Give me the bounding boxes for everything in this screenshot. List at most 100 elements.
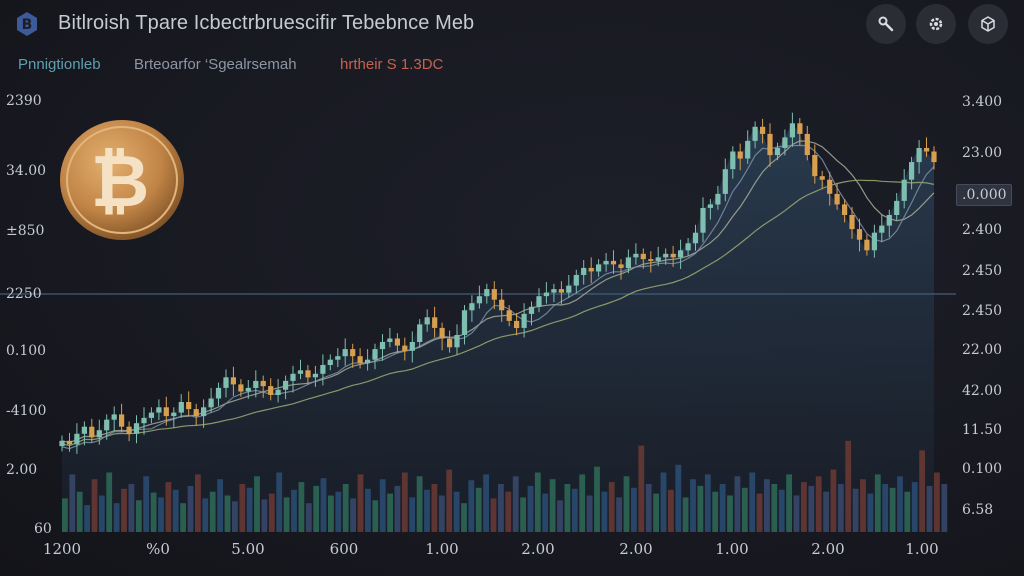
price-area-fill	[62, 123, 934, 531]
header-bar: B Bitlroish Tpare Icbectrbruescifir Tebe…	[0, 0, 1024, 48]
volume-bar	[860, 479, 866, 532]
volume-bar	[571, 488, 578, 532]
current-price-marker	[956, 184, 1012, 206]
volume-bar	[468, 480, 475, 532]
y-right-label: 2.450	[962, 303, 1003, 319]
volume-bar	[934, 472, 940, 532]
candle-body	[603, 260, 609, 265]
volume-bar	[232, 501, 238, 532]
candle-body	[871, 232, 877, 251]
candle-body	[931, 151, 937, 163]
settings-button[interactable]	[916, 4, 956, 44]
volume-bar	[453, 491, 460, 532]
y-right-label: 23.00	[962, 145, 1003, 161]
volume-bar	[734, 476, 741, 532]
candle-body	[625, 257, 631, 268]
candle-body	[514, 320, 520, 328]
candle-body	[402, 345, 408, 351]
candle-body	[365, 359, 371, 364]
candle-body	[66, 440, 73, 445]
candle-body	[618, 264, 624, 268]
y-right-label: 11.50	[962, 422, 1003, 438]
volume-bar	[394, 485, 401, 532]
volume-bars	[62, 440, 948, 532]
y-left-label: -4100	[6, 403, 47, 419]
candle-body	[506, 310, 512, 321]
candle-body	[141, 417, 147, 424]
candle-body	[566, 285, 572, 293]
candle-body	[678, 250, 684, 258]
volume-bar	[76, 491, 83, 532]
volume-bar	[91, 479, 98, 532]
volume-bar	[475, 487, 482, 532]
volume-bar	[830, 469, 837, 532]
volume-bar	[527, 485, 534, 532]
candle-body	[432, 317, 438, 328]
volume-bar	[638, 445, 645, 532]
candle-body	[424, 317, 430, 325]
volume-bar	[690, 479, 696, 532]
volume-bar	[313, 485, 320, 532]
volume-bar	[379, 479, 386, 532]
subbar-link-2[interactable]: Brteoarfor ‘Sgealrsemah	[134, 56, 297, 73]
candle-body	[111, 414, 117, 420]
candle-body	[827, 179, 833, 194]
candle-body	[156, 407, 162, 413]
volume-bar	[778, 489, 785, 532]
x-axis-label: %0	[146, 540, 170, 558]
candle-body	[372, 349, 378, 360]
volume-bar	[882, 484, 889, 532]
candle-body	[379, 342, 386, 350]
volume-bar	[579, 474, 586, 532]
volume-bar	[764, 479, 770, 532]
subbar-link-1[interactable]: Pnnigtionleb	[18, 56, 101, 73]
candle-body	[171, 412, 177, 417]
x-axis-label: 2.00	[811, 540, 845, 558]
candle-body	[745, 140, 751, 159]
volume-bar	[823, 491, 829, 532]
volume-bar	[158, 497, 164, 532]
candle-body	[335, 356, 341, 360]
candle-body	[275, 389, 281, 395]
cube-button[interactable]	[968, 4, 1008, 44]
moving-average-line	[61, 140, 935, 444]
subbar-link-3[interactable]: hrtheir S 1.3DC	[340, 56, 444, 73]
candle-body	[260, 380, 266, 387]
candle-body	[707, 204, 713, 208]
y-right-label: 0.100	[962, 461, 1003, 477]
volume-bar	[276, 472, 283, 532]
volume-bar	[594, 466, 600, 532]
candle-body	[528, 306, 535, 314]
candle-body	[521, 313, 527, 328]
bitcoin-coin-image: ₿	[60, 120, 184, 240]
candle-body	[551, 289, 557, 293]
volume-bar	[645, 484, 652, 532]
volume-bar	[172, 489, 179, 532]
x-axis-label: 1.00	[715, 540, 749, 558]
candle-body	[737, 151, 743, 159]
y-left-label: 2390	[6, 93, 42, 109]
candle-body	[499, 299, 505, 311]
volume-bar	[335, 491, 342, 532]
volume-bar	[653, 493, 659, 532]
candle-body	[670, 253, 676, 258]
candle-body	[74, 433, 80, 445]
volume-bar	[675, 464, 682, 532]
volume-bar	[756, 493, 763, 532]
candle-body	[350, 349, 356, 357]
candle-body	[283, 380, 289, 390]
candle-body	[588, 267, 594, 272]
volume-bar	[549, 479, 556, 532]
volume-bar	[941, 484, 948, 532]
volume-bar	[786, 474, 792, 532]
volume-bar	[431, 484, 438, 532]
candle-body	[722, 169, 728, 194]
tools-button[interactable]	[866, 4, 906, 44]
volume-bar	[749, 472, 756, 532]
volume-bar	[911, 482, 918, 532]
volume-bar	[564, 484, 571, 532]
volume-bar	[793, 495, 800, 532]
y-left-label: ±850	[6, 223, 45, 239]
volume-bar	[217, 479, 223, 532]
